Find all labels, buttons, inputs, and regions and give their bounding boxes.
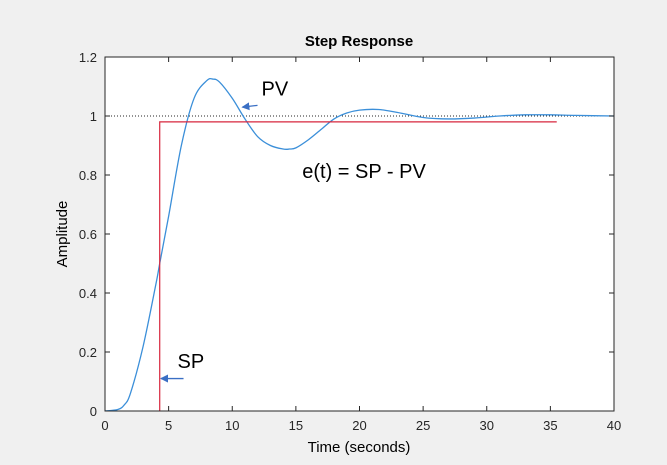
error-equation-annotation: e(t) = SP - PV [302,161,426,183]
sp-annotation: SP [178,351,205,373]
x-tick-label: 25 [416,418,430,433]
pv-response-curve [105,77,614,411]
y-tick-label: 1 [90,109,97,124]
pv-annotation: PV [262,78,289,100]
y-tick-label: 0.4 [79,286,97,301]
y-tick-label: 0.2 [79,345,97,360]
x-tick-label: 40 [607,418,621,433]
annotation-arrow [241,102,258,111]
y-tick-label: 0.6 [79,227,97,242]
x-tick-label: 10 [225,418,239,433]
y-tick-label: 1.2 [79,50,97,65]
sp-setpoint-line [159,121,557,411]
x-tick-label: 35 [543,418,557,433]
chart-title: Step Response [305,33,413,50]
x-tick-label: 20 [352,418,366,433]
x-tick-label: 30 [480,418,494,433]
x-tick-label: 15 [289,418,303,433]
y-tick-label: 0.8 [79,168,97,183]
y-tick-label: 0 [90,404,97,419]
x-tick-label: 0 [101,418,108,433]
y-axis-label: Amplitude [54,201,71,268]
x-axis-label: Time (seconds) [308,439,411,456]
x-tick-label: 5 [165,418,172,433]
